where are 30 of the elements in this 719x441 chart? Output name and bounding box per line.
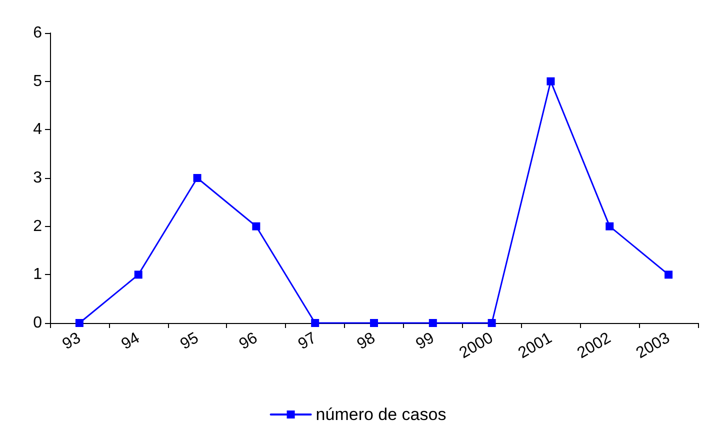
y-tick-label: 6 — [33, 24, 42, 42]
x-tick-label: 95 — [178, 330, 202, 354]
point — [134, 270, 142, 279]
x-tick-label: 93 — [60, 330, 84, 354]
point — [606, 222, 614, 230]
x-tick-label: 2003 — [634, 330, 673, 362]
y-tick-label: 4 — [33, 121, 42, 138]
point — [428, 319, 437, 327]
point — [75, 319, 84, 327]
legend-label: número de casos — [316, 405, 446, 424]
point — [311, 319, 320, 327]
point — [252, 222, 260, 230]
point — [664, 270, 673, 279]
x-tick-label: 2001 — [516, 330, 556, 362]
y-tick-label: 0 — [33, 314, 42, 332]
point — [546, 77, 555, 86]
y-tick-label: 5 — [33, 72, 42, 90]
point — [370, 319, 378, 327]
y-tick-label: 3 — [33, 170, 42, 186]
point — [193, 174, 202, 182]
x-tick-label: 98 — [354, 330, 378, 354]
x-tick-label: 2002 — [574, 330, 614, 362]
x-tick-label: 99 — [413, 330, 438, 354]
point — [488, 319, 496, 327]
y-tick-label: 1 — [33, 266, 42, 284]
x-tick-label: 96 — [236, 330, 261, 354]
y-tick-label: 2 — [33, 218, 42, 235]
x-tick-label: 97 — [295, 330, 320, 354]
x-tick-label: 2000 — [456, 330, 496, 362]
x-tick-label: 94 — [118, 330, 143, 354]
